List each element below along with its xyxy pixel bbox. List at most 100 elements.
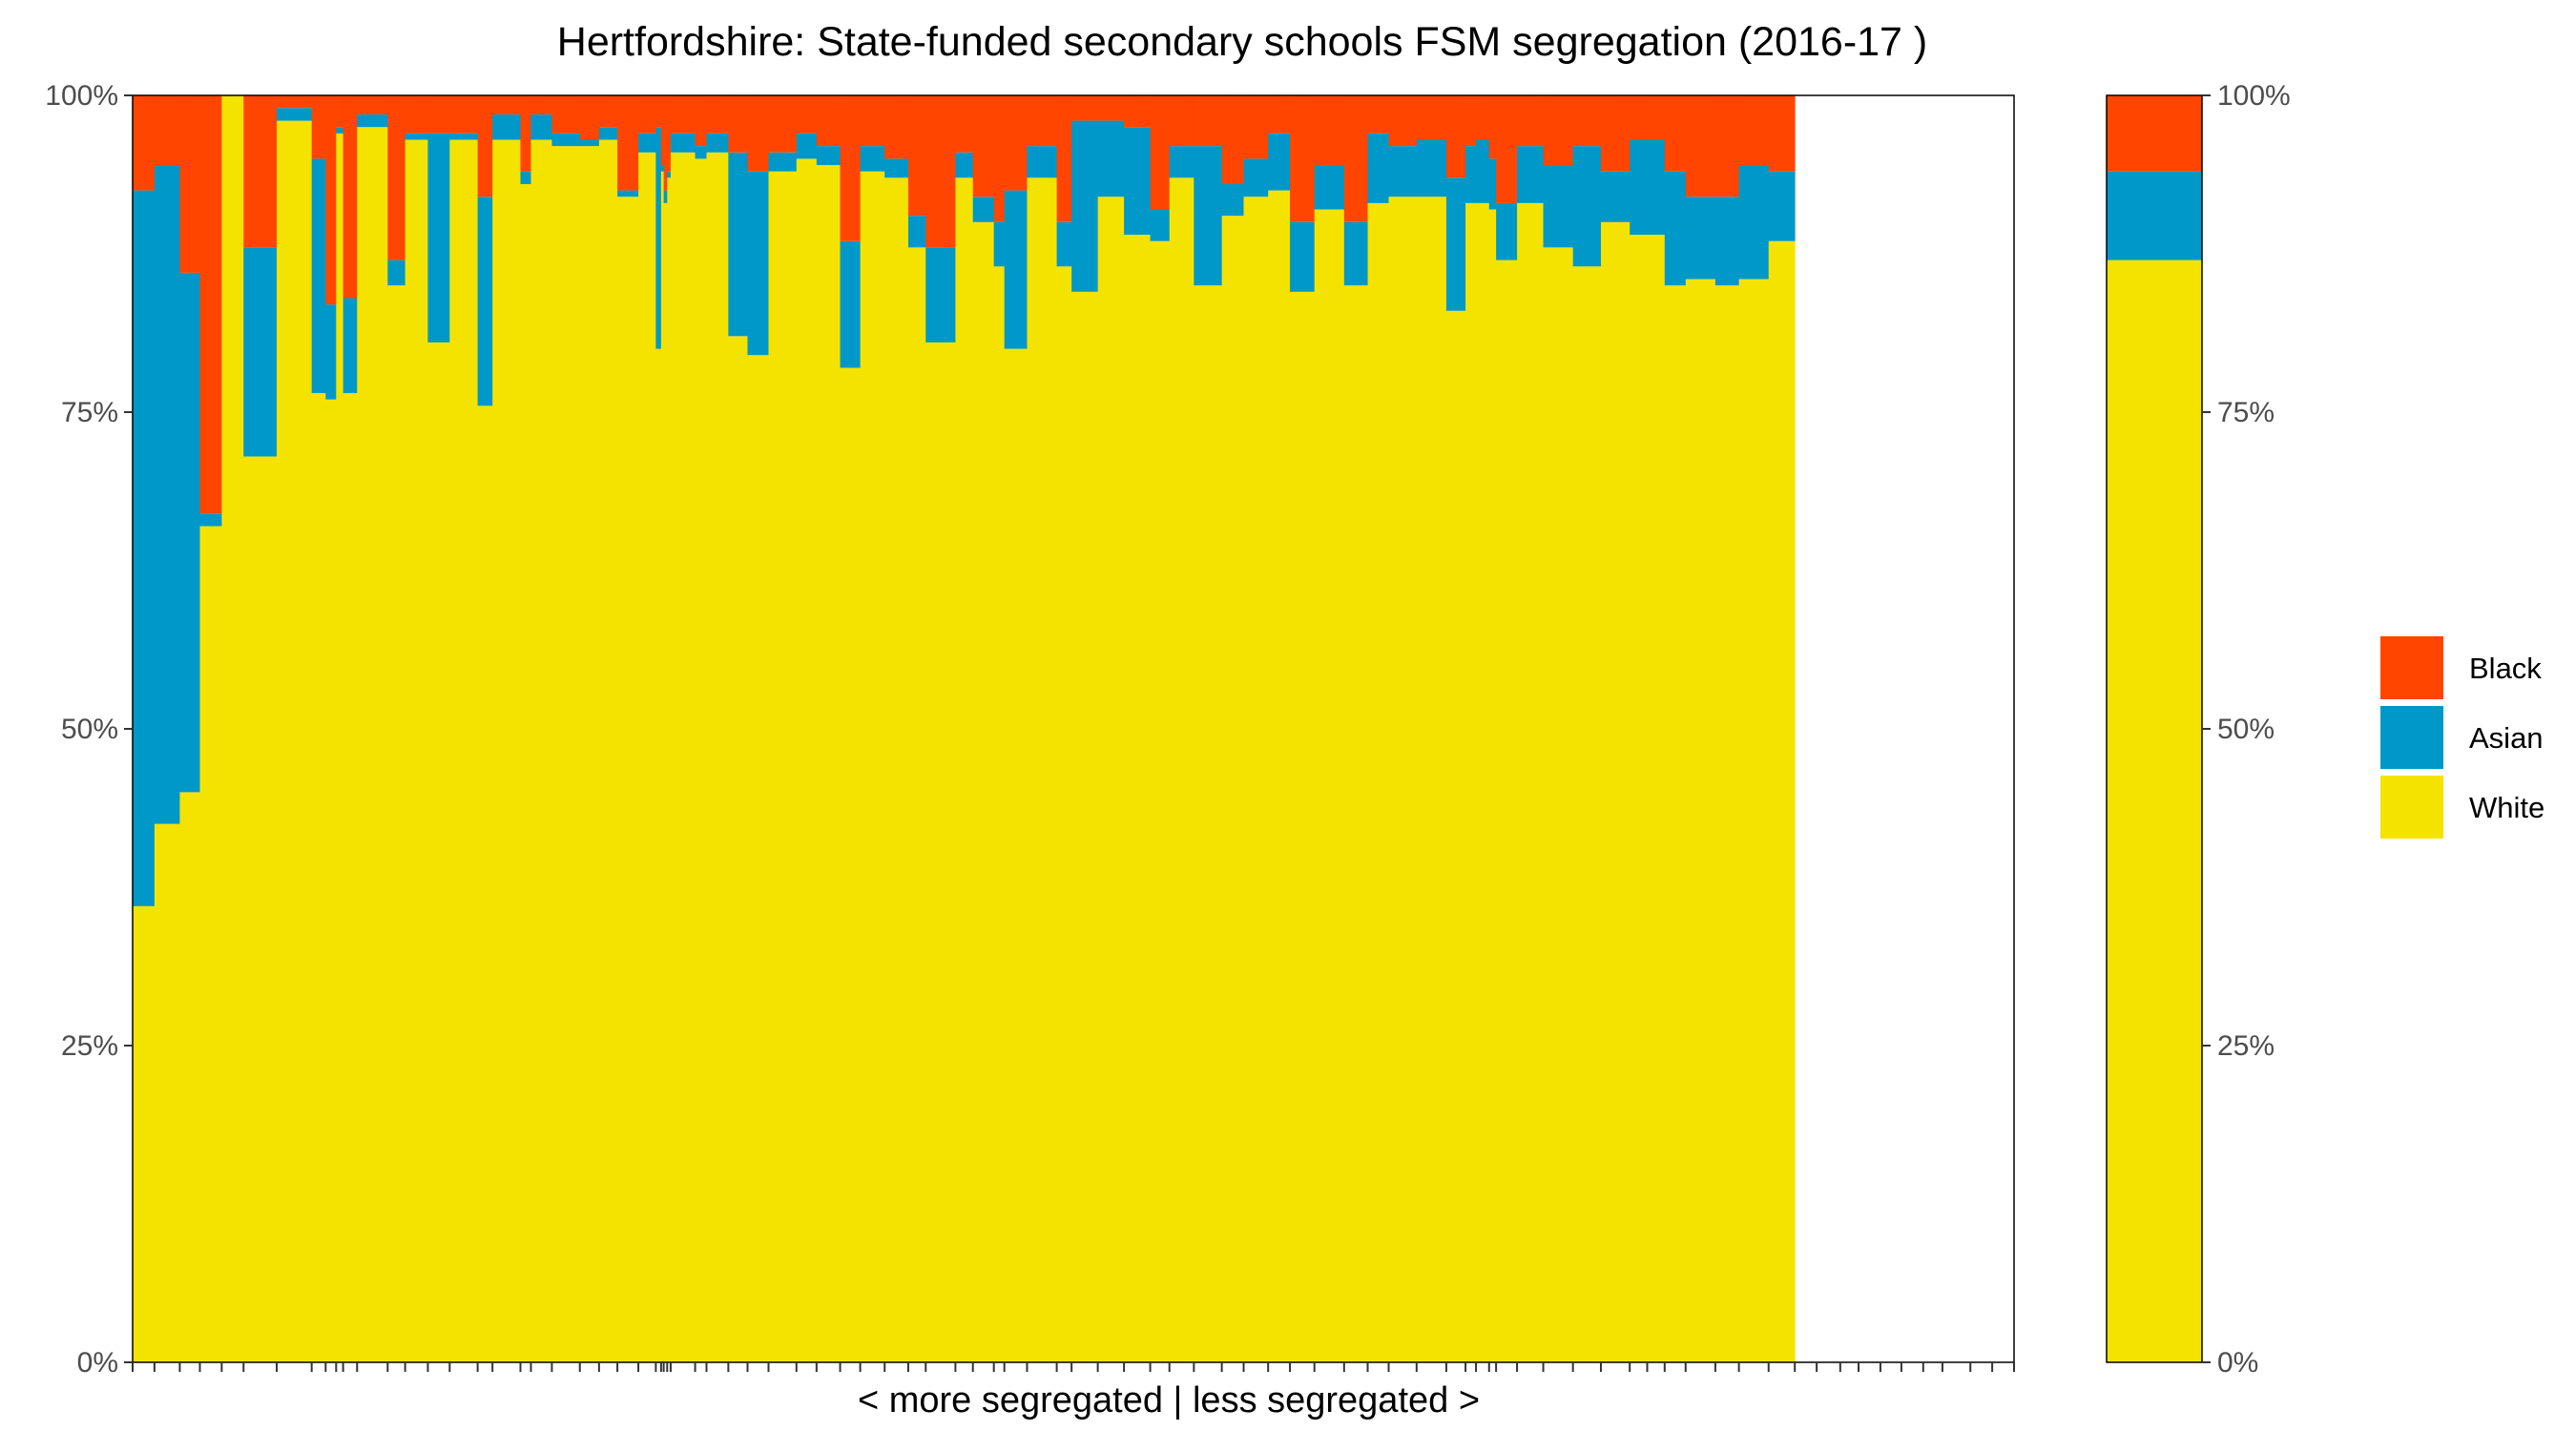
bar-black-school-42: [925, 95, 956, 248]
bar-asian-school-31: [695, 146, 707, 159]
bar-black-school-71: [1572, 95, 1602, 147]
bar-white-school-26: [655, 348, 662, 1363]
bar-white-school-70: [1543, 247, 1574, 1362]
bar-black-school-50: [1097, 95, 1125, 121]
bar-black-school-33: [728, 95, 748, 153]
bar-black-school-40: [884, 95, 909, 159]
bar-asian-school-36: [796, 133, 818, 159]
bar-asian-school-45: [993, 221, 1006, 267]
main-panel: [133, 95, 1796, 1363]
bar-asian-school-63: [1416, 139, 1447, 197]
legend-label-asian: Asian: [2469, 721, 2544, 755]
bar-asian-school-32: [706, 133, 729, 153]
legend-key-asian: [2380, 706, 2443, 769]
bar-black-school-22: [579, 95, 600, 140]
bar-black-school-72: [1600, 95, 1631, 172]
bar-black-school-54: [1194, 95, 1223, 147]
bar-white-school-23: [598, 139, 618, 1363]
bar-asian-school-52: [1150, 209, 1171, 241]
bar-black-school-70: [1543, 95, 1574, 166]
bar-black-school-18: [492, 95, 521, 114]
bar-white-school-21: [551, 146, 581, 1362]
bar-white-school-44: [972, 221, 995, 1362]
bar-white-school-28: [663, 202, 668, 1362]
bar-black-school-39: [860, 95, 885, 147]
left-y-tick-label: 25%: [61, 1030, 118, 1062]
bar-white-school-60: [1343, 285, 1368, 1363]
bar-asian-school-19: [520, 171, 531, 184]
bar-white-school-4: [199, 526, 222, 1362]
bar-black-school-7: [277, 95, 313, 109]
bar-black-school-67: [1488, 95, 1497, 159]
bar-asian-school-21: [551, 133, 581, 147]
bar-black-school-76: [1685, 95, 1716, 197]
bar-black-school-49: [1071, 95, 1099, 121]
bar-white-school-34: [747, 355, 769, 1362]
legend-label-black: Black: [2469, 652, 2542, 685]
bar-black-school-38: [840, 95, 862, 241]
bar-asian-school-74: [1647, 139, 1666, 236]
bar-asian-school-1: [133, 190, 156, 906]
bar-asian-school-9: [325, 304, 337, 400]
bar-asian-school-12: [357, 114, 388, 128]
bar-asian-school-10: [336, 127, 344, 134]
bar-black-school-55: [1221, 95, 1244, 184]
bar-black-school-73: [1630, 95, 1648, 140]
bar-black-school-28: [663, 95, 668, 191]
bar-white-school-40: [884, 177, 909, 1362]
bar-black-school-26: [655, 95, 662, 128]
bar-white-school-17: [477, 405, 493, 1362]
left-y-tick-label: 75%: [61, 397, 118, 428]
bar-asian-school-34: [747, 171, 769, 356]
bar-asian-school-15: [427, 133, 450, 342]
bar-white-school-15: [427, 342, 450, 1363]
bar-black-school-14: [405, 95, 428, 134]
bar-black-school-23: [598, 95, 618, 128]
bar-asian-school-40: [884, 158, 909, 178]
bar-asian-school-11: [343, 298, 358, 394]
bar-asian-school-13: [387, 259, 406, 286]
bar-white-school-22: [579, 146, 600, 1362]
bar-asian-school-29: [667, 171, 672, 178]
bar-white-school-32: [706, 152, 729, 1362]
bar-asian-school-76: [1685, 197, 1716, 280]
bar-white-school-77: [1714, 285, 1740, 1363]
right-y-tick-label: 0%: [2217, 1347, 2258, 1379]
bar-white-school-43: [955, 177, 974, 1362]
bar-white-school-46: [1004, 348, 1028, 1363]
bar-white-school-69: [1517, 202, 1544, 1362]
bar-white-school-47: [1027, 177, 1058, 1362]
bar-black-school-58: [1290, 95, 1316, 222]
bar-white-school-19: [520, 183, 531, 1363]
bar-asian-school-59: [1314, 165, 1345, 210]
bar-white-school-31: [695, 158, 707, 1362]
bar-asian-school-69: [1517, 146, 1544, 203]
bar-black-school-61: [1367, 95, 1389, 134]
bar-asian-school-35: [768, 152, 798, 172]
bar-white-school-76: [1685, 279, 1716, 1362]
bar-asian-school-41: [907, 216, 926, 248]
bar-white-school-3: [179, 792, 200, 1362]
bar-black-school-75: [1664, 95, 1687, 172]
bar-asian-school-70: [1543, 165, 1574, 248]
bar-white-school-56: [1243, 197, 1269, 1363]
bar-white-school-55: [1221, 216, 1244, 1362]
bar-white-school-38: [840, 367, 862, 1362]
right-y-tick-label: 25%: [2217, 1030, 2275, 1062]
x-axis-label: < more segregated | less segregated >: [858, 1380, 1480, 1421]
bar-white-school-57: [1268, 190, 1291, 1363]
bar-black-school-37: [816, 95, 841, 147]
bar-black-school-57: [1268, 95, 1291, 134]
bar-asian-school-20: [530, 114, 552, 140]
bar-white-school-64: [1445, 310, 1466, 1362]
bar-asian-school-67: [1488, 158, 1497, 210]
bar-asian-school-44: [972, 197, 995, 222]
bar-asian-school-33: [728, 152, 748, 337]
bar-white-school-13: [387, 285, 406, 1363]
overall-panel: [2107, 95, 2202, 1362]
bar-white-school-72: [1600, 221, 1631, 1362]
left-y-tick-label: 50%: [61, 714, 118, 745]
bar-white-school-68: [1496, 259, 1518, 1362]
bar-asian-school-38: [840, 240, 862, 368]
